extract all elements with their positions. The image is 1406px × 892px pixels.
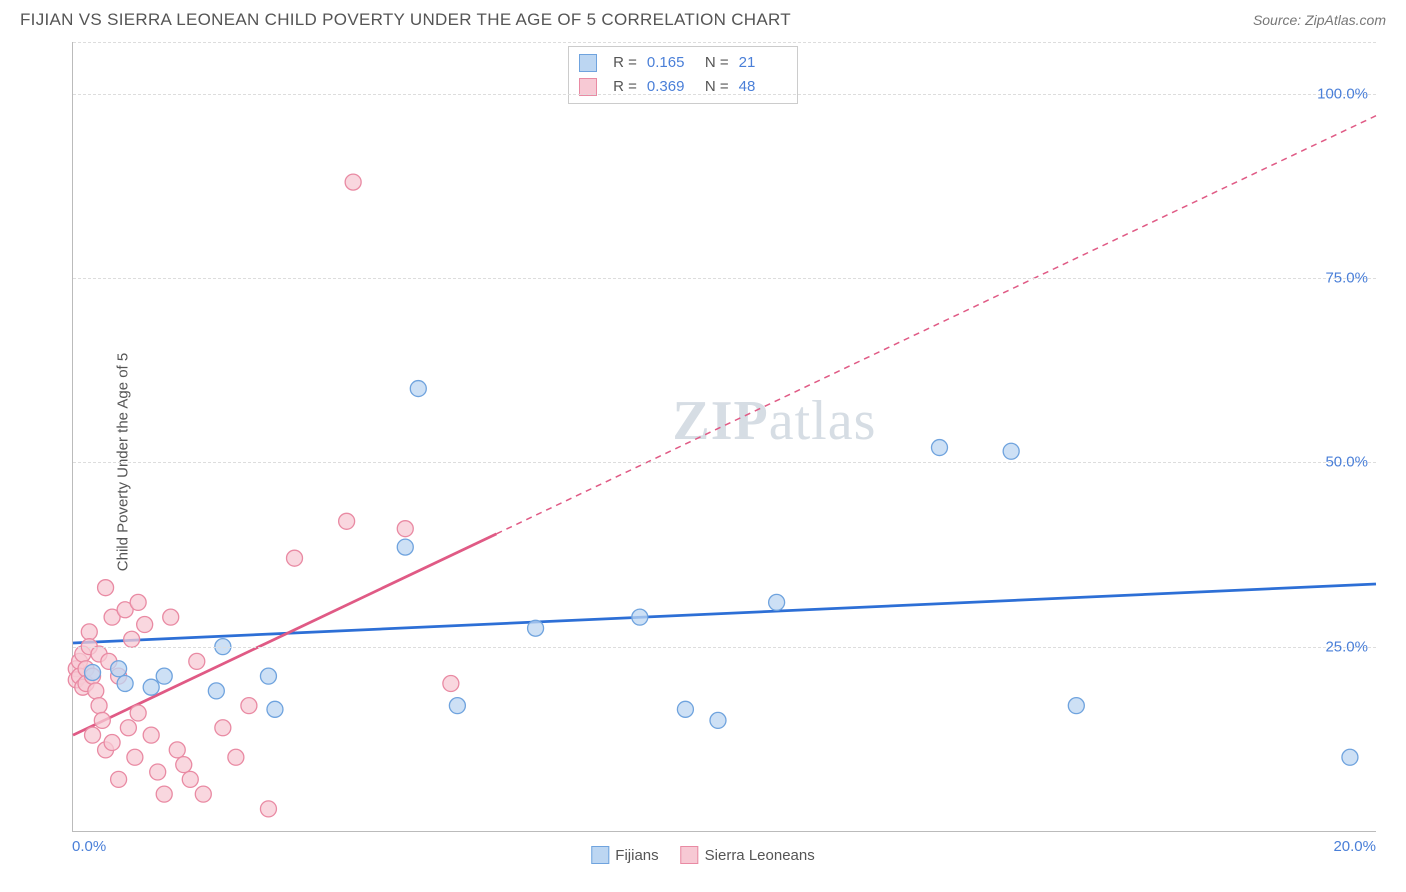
chart-header: FIJIAN VS SIERRA LEONEAN CHILD POVERTY U… <box>0 0 1406 34</box>
data-point-sierra-leoneans <box>120 720 136 736</box>
data-point-sierra-leoneans <box>150 764 166 780</box>
trend-line-fijians <box>73 584 1376 643</box>
legend-bottom: Fijians Sierra Leoneans <box>591 846 814 864</box>
data-point-fijians <box>1068 698 1084 714</box>
trend-line-dashed-sierra-leoneans <box>496 116 1376 534</box>
gridline <box>73 94 1376 95</box>
data-point-sierra-leoneans <box>228 749 244 765</box>
data-point-sierra-leoneans <box>182 771 198 787</box>
gridline <box>73 647 1376 648</box>
data-point-sierra-leoneans <box>345 174 361 190</box>
data-point-sierra-leoneans <box>81 624 97 640</box>
plot-region: ZIPatlas R =0.165N =21R =0.369N =48 25.0… <box>72 42 1376 832</box>
y-tick-label: 75.0% <box>1325 269 1368 286</box>
data-point-fijians <box>85 664 101 680</box>
data-point-fijians <box>260 668 276 684</box>
data-point-fijians <box>267 701 283 717</box>
data-point-sierra-leoneans <box>143 727 159 743</box>
gridline <box>73 42 1376 43</box>
legend-label: Fijians <box>615 847 658 864</box>
data-point-sierra-leoneans <box>111 771 127 787</box>
data-point-fijians <box>449 698 465 714</box>
data-point-sierra-leoneans <box>137 617 153 633</box>
data-point-sierra-leoneans <box>98 580 114 596</box>
data-point-sierra-leoneans <box>130 705 146 721</box>
data-point-fijians <box>143 679 159 695</box>
legend-label: Sierra Leoneans <box>705 847 815 864</box>
data-point-sierra-leoneans <box>339 513 355 529</box>
chart-area: Child Poverty Under the Age of 5 ZIPatla… <box>20 42 1386 882</box>
plot-svg <box>73 42 1376 831</box>
data-point-sierra-leoneans <box>130 594 146 610</box>
data-point-sierra-leoneans <box>287 550 303 566</box>
data-point-sierra-leoneans <box>176 757 192 773</box>
gridline <box>73 462 1376 463</box>
chart-title: FIJIAN VS SIERRA LEONEAN CHILD POVERTY U… <box>20 10 791 30</box>
y-tick-label: 100.0% <box>1317 85 1368 102</box>
data-point-sierra-leoneans <box>215 720 231 736</box>
data-point-fijians <box>677 701 693 717</box>
data-point-fijians <box>528 620 544 636</box>
legend-swatch <box>591 846 609 864</box>
data-point-fijians <box>397 539 413 555</box>
y-tick-label: 50.0% <box>1325 454 1368 471</box>
data-point-fijians <box>156 668 172 684</box>
data-point-fijians <box>1342 749 1358 765</box>
data-point-sierra-leoneans <box>124 631 140 647</box>
data-point-fijians <box>117 676 133 692</box>
x-tick-label: 0.0% <box>72 838 106 855</box>
data-point-sierra-leoneans <box>91 698 107 714</box>
data-point-fijians <box>208 683 224 699</box>
data-point-sierra-leoneans <box>88 683 104 699</box>
source-prefix: Source: <box>1253 12 1305 28</box>
y-tick-label: 25.0% <box>1325 638 1368 655</box>
data-point-sierra-leoneans <box>397 521 413 537</box>
data-point-sierra-leoneans <box>127 749 143 765</box>
data-point-fijians <box>1003 443 1019 459</box>
data-point-sierra-leoneans <box>163 609 179 625</box>
data-point-sierra-leoneans <box>156 786 172 802</box>
data-point-sierra-leoneans <box>260 801 276 817</box>
data-point-sierra-leoneans <box>94 712 110 728</box>
gridline <box>73 278 1376 279</box>
data-point-sierra-leoneans <box>104 735 120 751</box>
data-point-fijians <box>111 661 127 677</box>
data-point-sierra-leoneans <box>85 727 101 743</box>
data-point-sierra-leoneans <box>443 676 459 692</box>
data-point-sierra-leoneans <box>189 653 205 669</box>
data-point-fijians <box>632 609 648 625</box>
data-point-fijians <box>769 594 785 610</box>
legend-item-sierra-leoneans: Sierra Leoneans <box>681 846 815 864</box>
source-name: ZipAtlas.com <box>1305 12 1386 28</box>
data-point-sierra-leoneans <box>241 698 257 714</box>
data-point-sierra-leoneans <box>195 786 211 802</box>
chart-source: Source: ZipAtlas.com <box>1253 12 1386 28</box>
data-point-fijians <box>931 440 947 456</box>
data-point-fijians <box>710 712 726 728</box>
legend-swatch <box>681 846 699 864</box>
data-point-sierra-leoneans <box>169 742 185 758</box>
x-tick-label: 20.0% <box>1333 838 1376 855</box>
data-point-fijians <box>410 381 426 397</box>
legend-item-fijians: Fijians <box>591 846 658 864</box>
